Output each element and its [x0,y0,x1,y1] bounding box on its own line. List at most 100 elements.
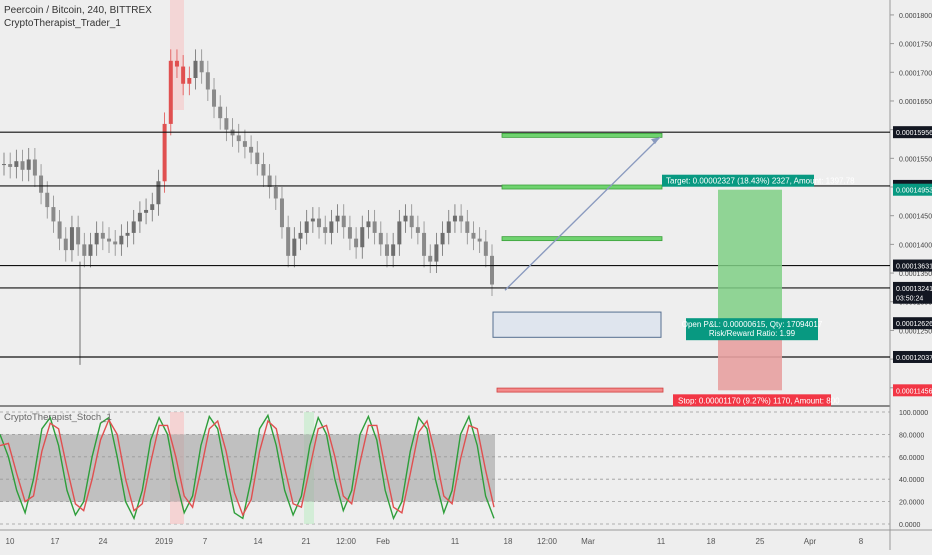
candle-body [224,118,229,130]
time-tick-label: 24 [99,537,108,546]
candle-body [354,238,359,248]
candle-body [372,221,377,233]
candle-body [403,215,408,222]
target-label-box [662,174,814,187]
candle-body [347,227,352,239]
candle-body [378,232,383,245]
candle-body [2,164,6,166]
target-label: Target: 0.00002327 (18.43%) 2327, Amount… [666,177,855,186]
stoch-tick-label: 60.0000 [899,455,924,462]
candle-body [51,207,56,222]
candle-body [242,141,247,147]
candle-body [304,221,309,233]
candle-body [310,218,315,222]
stop-bar [496,387,664,393]
stoch-indicator-label[interactable]: CryptoTherapist_Stoch_1 [4,412,112,423]
candle-body [137,212,142,222]
level-price-tag [893,350,932,363]
candle-body [286,227,291,256]
profit-zone [718,189,782,324]
projection-arrow-head [651,137,660,145]
time-tick-label: 2019 [155,537,173,546]
time-tick-label: Apr [804,537,817,546]
candle-body [236,135,241,142]
target-bar [501,132,663,138]
candle-body [477,238,482,242]
candle-body [465,221,470,233]
candle-body [459,215,464,222]
candle-body [452,215,457,222]
candles [2,49,494,365]
candle-body [329,221,334,233]
stoch-range-fill [0,434,495,502]
candle-body [193,60,198,79]
price-tag-text: 0.00014953 [896,188,932,195]
time-tick-label: 25 [756,537,765,546]
price-tag-text: 0.00011456 [896,388,932,395]
pnl-label-box [686,318,818,341]
time-tick-label: 8 [859,537,864,546]
candle-body [490,255,494,285]
price-tag-text: 03:50:24 [896,296,923,303]
candle-body [8,164,13,167]
stoch-line-k [0,413,495,521]
stochastic-lines [0,413,495,521]
time-tick-label: Feb [376,537,390,546]
entry-zone-box [492,311,662,338]
candle-body [415,227,420,233]
candle-body [428,255,433,262]
chart-title: Peercoin / Bitcoin, 240, BITTREX [4,5,152,16]
candle-body [446,221,451,233]
candle-body [298,232,303,239]
candle-body [57,221,62,239]
candle-body [119,235,124,245]
candle-body [360,227,365,248]
candle-body [76,227,81,245]
candle-body [317,218,322,228]
candle-body [279,198,284,228]
candle-body [471,232,476,239]
time-tick-label: 18 [707,537,716,546]
level-price-tag [893,281,932,294]
candle-body [113,241,118,245]
time-tick-label: 17 [51,537,60,546]
stop-label: Stop: 0.00001170 (9.27%) 1170, Amount: 8… [678,396,840,405]
candle-body [255,152,260,165]
candle-body [26,159,31,170]
candle-body [261,164,266,176]
price-tag [893,317,932,330]
candle-body [150,204,155,210]
candle-body [366,221,371,228]
candle-body [199,60,204,73]
price-labels: 0.000159560.000150190.000136310.00013241… [893,126,932,397]
level-price-tag [893,259,932,272]
candle-body [335,215,340,222]
time-tick-label: 18 [504,537,513,546]
indicator-label[interactable]: CryptoTherapist_Trader_1 [4,18,121,29]
price-tag [893,384,932,397]
candle-body [144,209,149,213]
time-axis: 10 17 24 2019 7 14 21 12:00 Feb 11 18 12:00 Mar 11 18 2… [6,537,864,546]
stoch-tick-label: 40.0000 [899,477,924,484]
candle-body [100,232,105,239]
candle-body [187,78,192,84]
candle-body [181,66,186,84]
level-price-tag-text: 0.00013631 [896,264,932,271]
candle-body [218,106,223,119]
stop-label-box [673,394,831,407]
time-tick-label: 12:00 [336,537,357,546]
candle-body [267,175,272,188]
price-tick-label: 0.00012500 [899,328,932,335]
risk-reward-label: Risk/Reward Ratio: 1.99 [709,329,796,338]
candle-body [440,232,445,245]
candle-body [14,161,19,167]
time-tick-label: 12:00 [537,537,558,546]
candle-body [20,161,25,170]
